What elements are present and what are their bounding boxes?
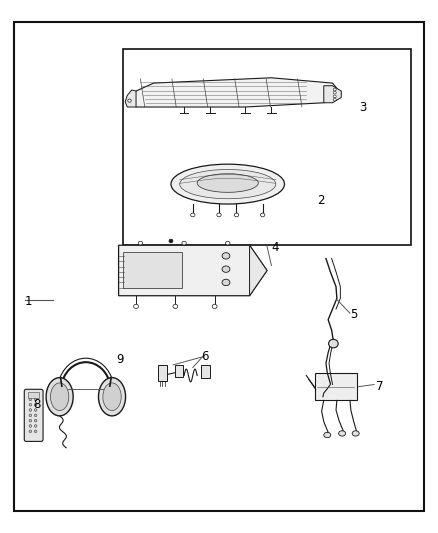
Ellipse shape: [34, 425, 37, 427]
Ellipse shape: [169, 239, 173, 243]
Ellipse shape: [222, 279, 230, 286]
Ellipse shape: [29, 419, 32, 422]
Ellipse shape: [34, 414, 37, 417]
Ellipse shape: [29, 414, 32, 417]
Polygon shape: [250, 245, 267, 296]
Ellipse shape: [46, 377, 73, 416]
Ellipse shape: [212, 304, 217, 309]
Ellipse shape: [29, 398, 32, 401]
Ellipse shape: [333, 88, 336, 91]
Ellipse shape: [217, 213, 221, 217]
Ellipse shape: [261, 213, 265, 217]
Bar: [123, 49, 411, 245]
Ellipse shape: [333, 95, 336, 98]
Ellipse shape: [180, 169, 276, 199]
Ellipse shape: [50, 383, 69, 410]
Ellipse shape: [234, 213, 239, 217]
Ellipse shape: [29, 409, 32, 411]
Text: 6: 6: [201, 350, 209, 364]
Ellipse shape: [138, 241, 143, 245]
Ellipse shape: [197, 174, 258, 192]
Text: 1: 1: [25, 295, 32, 308]
Ellipse shape: [333, 91, 336, 94]
Text: 4: 4: [272, 241, 279, 254]
Ellipse shape: [29, 430, 32, 433]
Ellipse shape: [182, 241, 186, 245]
Text: 5: 5: [350, 308, 357, 321]
Ellipse shape: [352, 431, 359, 436]
Polygon shape: [125, 90, 136, 107]
Bar: [175, 365, 183, 376]
Ellipse shape: [34, 409, 37, 411]
Bar: [201, 365, 210, 378]
Ellipse shape: [173, 304, 178, 309]
Ellipse shape: [339, 431, 346, 436]
Ellipse shape: [226, 241, 230, 245]
Ellipse shape: [34, 398, 37, 401]
Text: 3: 3: [359, 101, 366, 114]
Ellipse shape: [34, 403, 37, 406]
Text: 9: 9: [117, 353, 124, 366]
Bar: [158, 365, 167, 381]
Ellipse shape: [191, 213, 195, 217]
Bar: [315, 373, 357, 400]
Ellipse shape: [29, 403, 32, 406]
Ellipse shape: [103, 383, 121, 410]
Ellipse shape: [171, 164, 285, 204]
Ellipse shape: [29, 425, 32, 427]
Ellipse shape: [134, 304, 138, 309]
Ellipse shape: [34, 430, 37, 433]
Polygon shape: [119, 245, 267, 296]
Text: 7: 7: [376, 379, 384, 393]
Ellipse shape: [333, 98, 336, 101]
Ellipse shape: [222, 253, 230, 259]
Ellipse shape: [99, 377, 126, 416]
Bar: [28, 392, 39, 398]
Text: 2: 2: [317, 193, 325, 207]
Ellipse shape: [328, 340, 338, 348]
Ellipse shape: [324, 432, 331, 438]
Polygon shape: [127, 78, 341, 107]
Ellipse shape: [222, 266, 230, 272]
Polygon shape: [324, 86, 341, 103]
Ellipse shape: [34, 419, 37, 422]
Text: 8: 8: [33, 398, 41, 411]
Ellipse shape: [128, 99, 131, 102]
Bar: [123, 253, 182, 288]
FancyBboxPatch shape: [24, 389, 43, 441]
